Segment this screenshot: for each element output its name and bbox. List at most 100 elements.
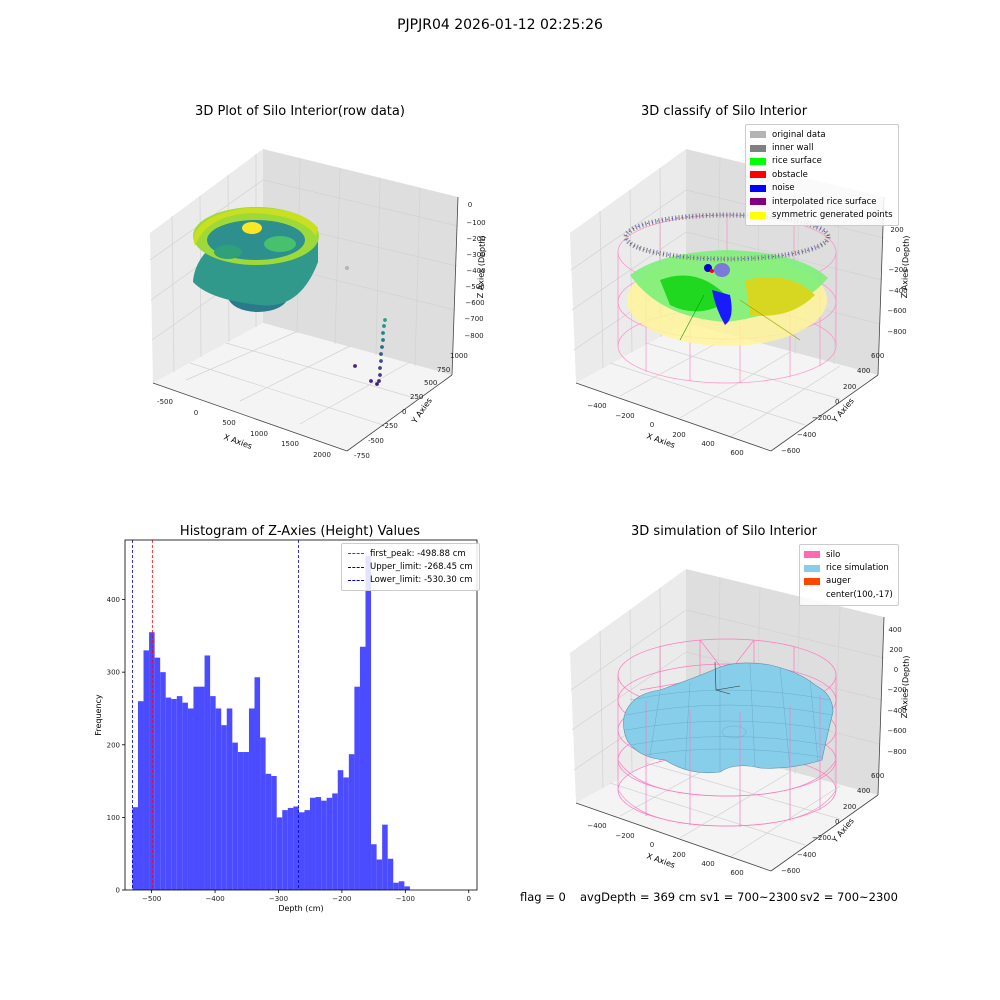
legend-item: inner wall <box>750 141 893 154</box>
legend-item: symmetric generated points <box>750 208 893 221</box>
histogram-bar <box>376 859 383 890</box>
p1-xtick: -500 <box>157 398 173 406</box>
legend-label: inner wall <box>772 143 814 154</box>
p2-ztick: −800 <box>887 328 906 336</box>
p2-ztick: 0 <box>896 246 900 254</box>
p2-ytick: 0 <box>835 398 839 406</box>
footer-flag: flag = 0 <box>520 890 566 904</box>
p1-xtick: 1500 <box>281 440 299 448</box>
histogram-y-tick-label: 300 <box>107 669 120 677</box>
legend-label: original data <box>772 129 826 140</box>
histogram-bar <box>265 773 272 890</box>
p2-xtick: 400 <box>701 440 714 448</box>
histogram-ylabel: Frequency <box>94 694 103 736</box>
histogram-frame <box>124 539 478 891</box>
legend-item: rice simulation <box>804 561 893 574</box>
panel2-point-classes <box>623 212 831 346</box>
p2-ytick: −600 <box>781 447 800 455</box>
p1-ztick: −300 <box>466 251 485 259</box>
panel1-outlier-points <box>353 318 387 386</box>
panel4-axes <box>575 616 885 872</box>
histogram-bar <box>337 770 344 890</box>
histogram-bar <box>137 701 144 890</box>
histogram-bar <box>282 810 288 890</box>
p1-xtick: 0 <box>194 409 198 417</box>
p2-zlabel: Z Axies (Depth) <box>900 235 911 298</box>
histogram-bar <box>271 775 277 890</box>
footer-avg-depth: avgDepth = 369 cm <box>580 890 697 904</box>
histogram-bar <box>160 672 166 890</box>
p1-ztick: −500 <box>465 283 484 291</box>
legend-swatch <box>750 211 766 219</box>
histogram-x-tick-label: 0 <box>467 895 471 903</box>
histogram-bar <box>226 708 233 890</box>
histogram-x-tick-label: −200 <box>332 895 351 903</box>
p1-ytick: 250 <box>410 393 423 401</box>
panel4-legend: silo rice simulation auger center(100,-1… <box>799 544 899 606</box>
histogram-bar <box>260 737 266 890</box>
histogram-bar <box>243 752 249 890</box>
panel4-silo-front-wire <box>617 695 837 827</box>
histogram-bar <box>221 725 227 890</box>
histogram-bar <box>382 824 388 890</box>
histogram-bar <box>332 793 338 890</box>
histogram-reference-lines <box>132 540 299 890</box>
histogram-y-tick-label: 0 <box>116 887 120 895</box>
legend-swatch <box>804 551 820 559</box>
histogram-bar <box>204 655 211 890</box>
histogram-bar <box>298 812 305 890</box>
histogram-bar <box>310 797 316 890</box>
legend-swatch <box>750 131 766 139</box>
histogram-y-tick-label: 400 <box>107 596 120 604</box>
p1-ytick: -750 <box>354 452 370 460</box>
panel1-title: 3D Plot of Silo Interior(row data) <box>195 104 405 119</box>
p2-xtick: 600 <box>730 449 743 457</box>
histogram-xlabel: Depth (cm) <box>278 904 323 913</box>
panel2-pane-floor <box>576 323 878 451</box>
histogram-bar <box>193 686 200 890</box>
p4-ztick: −800 <box>887 748 906 756</box>
histogram-bar <box>154 657 161 890</box>
histogram-bar <box>398 881 405 890</box>
histogram-bar <box>237 752 244 890</box>
p2-xtick: −200 <box>615 412 634 420</box>
legend-swatch <box>750 157 766 165</box>
legend-line-swatch <box>348 566 364 568</box>
histogram-bar <box>210 696 216 890</box>
legend-label: silo <box>826 549 841 560</box>
histogram-bar <box>248 708 255 890</box>
panel4-rice-surface <box>623 662 834 774</box>
p4-xtick: 600 <box>730 869 743 877</box>
histogram-x-tick-label: −100 <box>396 895 415 903</box>
histogram-bar <box>232 742 238 890</box>
footer-sv1: sv1 = 700~2300 <box>700 890 798 904</box>
p4-xtick: 400 <box>701 860 714 868</box>
p2-ztick: −600 <box>887 307 906 315</box>
p1-ztick: −400 <box>466 267 485 275</box>
panel1-tick-labels: -500 0 500 1000 1500 2000 -750 -500 -250… <box>157 201 486 460</box>
p4-ztick: −200 <box>887 686 906 694</box>
p2-ztick: −200 <box>888 266 907 274</box>
histogram-bar <box>171 699 177 890</box>
legend-swatch <box>804 577 820 585</box>
legend-item: rice surface <box>750 155 893 168</box>
p2-xtick: 0 <box>650 421 654 429</box>
p1-ytick: -250 <box>382 422 398 430</box>
histogram-y-ticks: 0 100 200 300 400 <box>107 596 125 895</box>
p4-xtick: −400 <box>587 822 606 830</box>
histogram-bar <box>165 697 172 890</box>
p2-ztick: 200 <box>890 226 903 234</box>
legend-label: rice surface <box>772 156 822 167</box>
histogram-bar <box>215 708 222 890</box>
histogram-bar <box>149 632 155 890</box>
legend-line-swatch <box>348 553 364 555</box>
histogram-y-tick-label: 100 <box>107 814 120 822</box>
p4-xtick: 200 <box>672 851 685 859</box>
p4-ytick: 200 <box>843 803 856 811</box>
p1-ytick: 0 <box>402 408 406 416</box>
p2-xtick: 200 <box>672 431 685 439</box>
histogram-x-tick-label: −500 <box>142 895 161 903</box>
figure-title: PJPJR04 2026-01-12 02:25:26 <box>397 17 603 33</box>
